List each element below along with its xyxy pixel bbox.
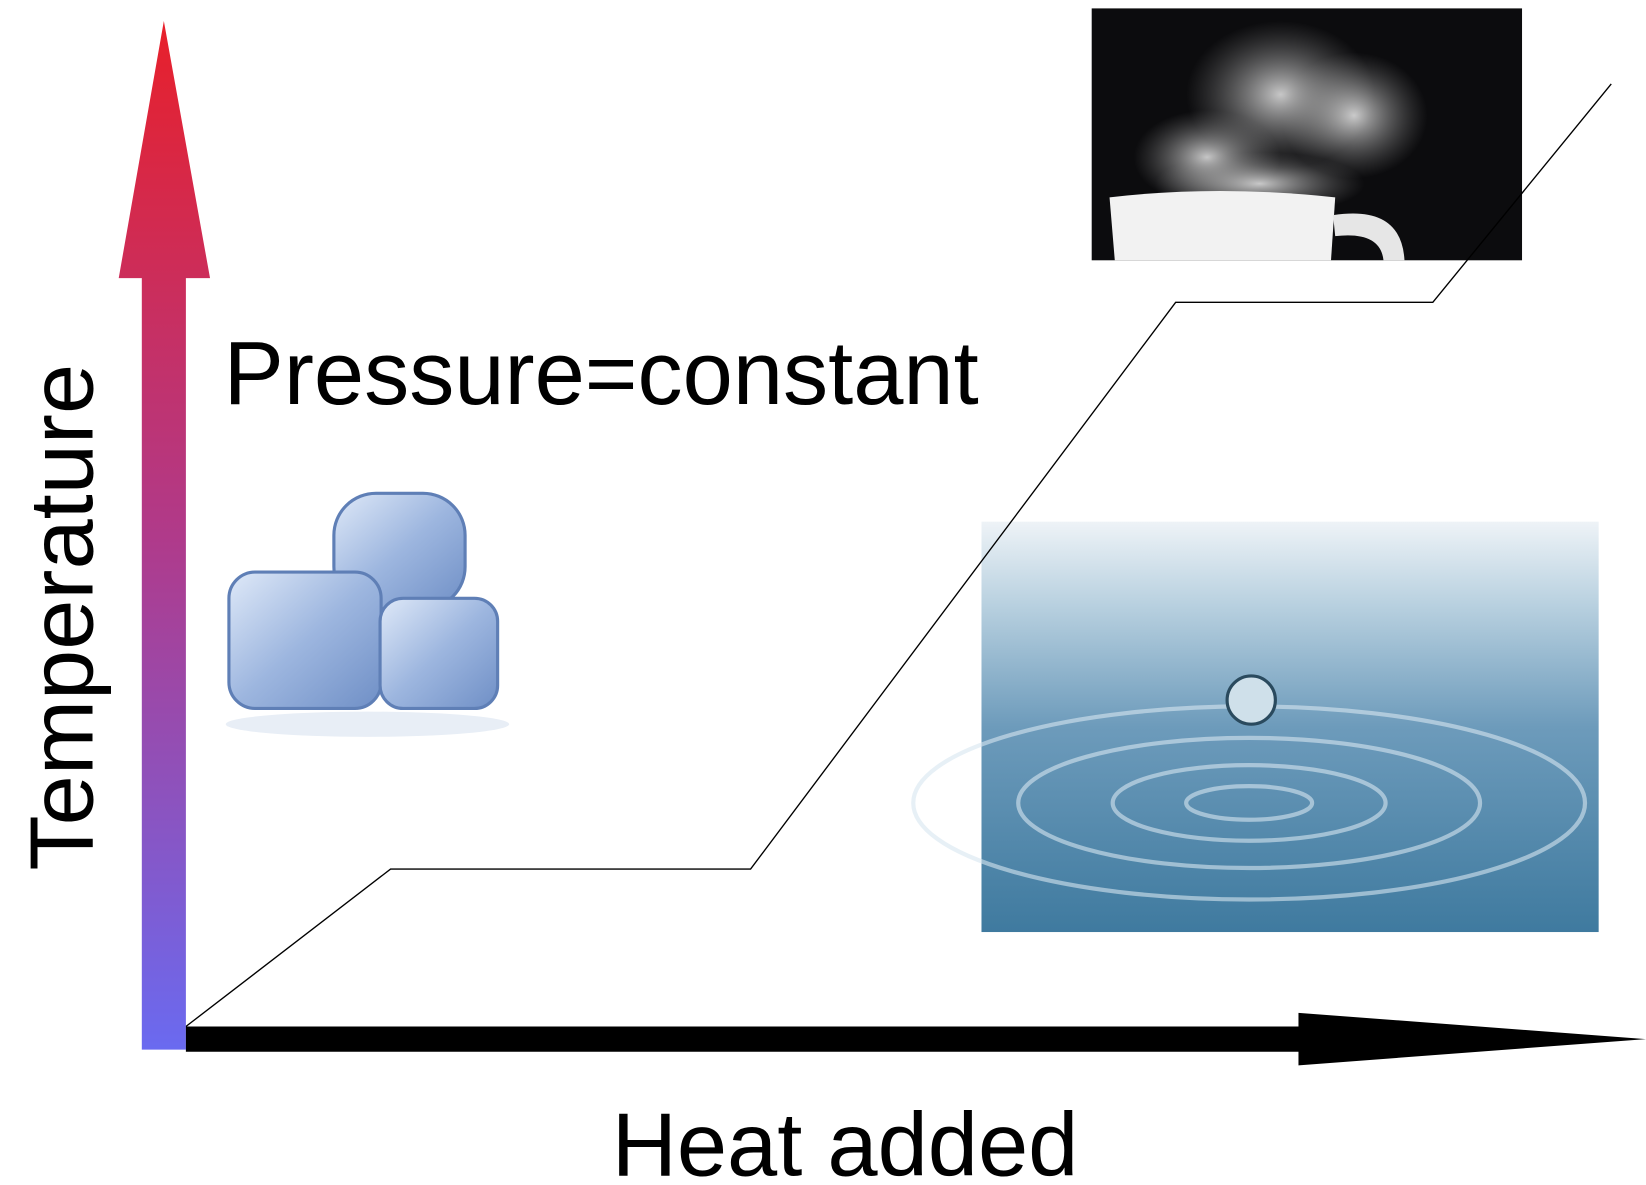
page: {"diagram": {"y_axis_label": "Temperatur… xyxy=(0,0,1646,1185)
ice-image xyxy=(226,493,509,737)
annotation: Pressure=constant xyxy=(224,323,979,424)
y-axis-arrow xyxy=(119,21,210,1050)
y-axis-label: Temperature xyxy=(11,364,112,871)
steam-image xyxy=(1092,8,1522,260)
heating-curve-diagram: Pressure=constant Temperature Heat added xyxy=(0,0,1646,1185)
x-axis-label: Heat added xyxy=(612,1095,1079,1185)
water-image xyxy=(913,522,1598,932)
x-axis-arrow xyxy=(186,1013,1646,1065)
